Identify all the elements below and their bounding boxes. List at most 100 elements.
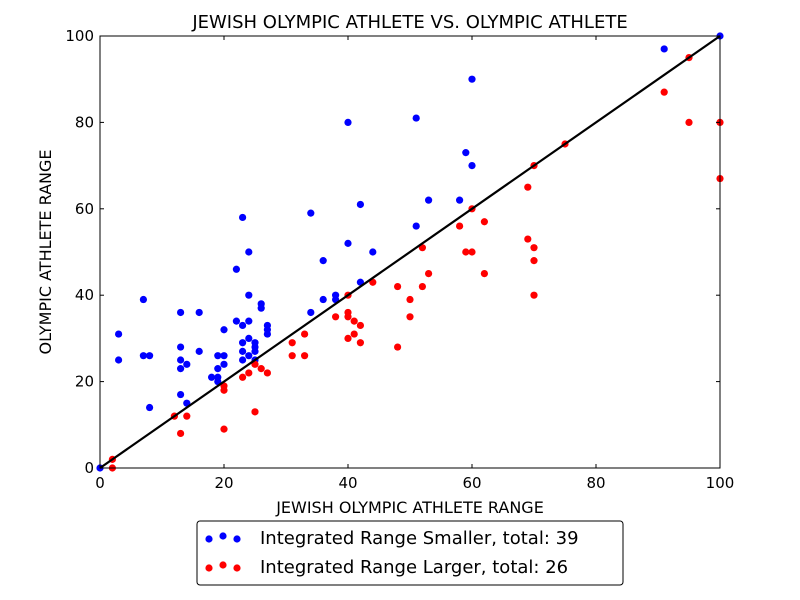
- y-tick-label: 60: [75, 200, 94, 218]
- data-points: [96, 32, 724, 472]
- axis-ticks: 0 20 40 60 80 100 0 20 40 60 80 100: [65, 27, 734, 492]
- data-point: [177, 390, 185, 399]
- y-tick-label: 20: [75, 373, 94, 391]
- data-point: [239, 339, 247, 347]
- x-tick-label: 20: [214, 474, 233, 492]
- data-point: [115, 330, 123, 338]
- data-point: [418, 282, 426, 291]
- data-point: [214, 352, 222, 360]
- identity-line: [99, 35, 721, 469]
- data-point: [220, 425, 228, 433]
- data-point: [344, 118, 352, 126]
- legend-marker: [205, 564, 213, 572]
- legend-frame: [196, 520, 624, 586]
- data-point: [524, 183, 532, 191]
- data-point: [195, 347, 203, 355]
- data-point: [456, 222, 464, 230]
- data-point: [251, 408, 259, 416]
- x-axis-label: JEWISH OLYMPIC ATHLETE RANGE: [275, 498, 544, 517]
- legend-label: Integrated Range Smaller, total: 39: [260, 528, 579, 549]
- data-point: [356, 200, 364, 209]
- data-point: [239, 213, 247, 222]
- legend-label: Integrated Range Larger, total: 26: [260, 557, 568, 578]
- data-point: [239, 321, 247, 330]
- y-tick-label: 100: [65, 27, 94, 45]
- legend-marker: [219, 532, 227, 540]
- data-point: [263, 330, 271, 338]
- data-point: [115, 356, 123, 364]
- data-point: [319, 257, 327, 265]
- data-point: [177, 356, 185, 364]
- reference-line-layer: [99, 35, 721, 469]
- data-point: [480, 270, 488, 278]
- data-point: [350, 317, 358, 325]
- data-point: [332, 313, 340, 321]
- data-point: [220, 360, 228, 368]
- data-point: [257, 304, 265, 312]
- data-point: [307, 308, 315, 317]
- data-point: [245, 291, 253, 299]
- data-point: [177, 308, 185, 317]
- data-point: [480, 218, 488, 226]
- data-point: [139, 295, 147, 304]
- data-point: [319, 295, 327, 304]
- data-point: [468, 75, 476, 83]
- y-axis-label: OLYMPIC ATHLETE RANGE: [36, 150, 55, 355]
- x-tick-label: 100: [706, 474, 735, 492]
- data-point: [220, 326, 228, 334]
- plot-area-frame: [99, 35, 721, 469]
- data-point: [412, 222, 420, 230]
- y-tick-label: 40: [75, 286, 94, 304]
- data-point: [245, 317, 253, 325]
- data-point: [245, 369, 253, 377]
- data-point: [462, 149, 470, 157]
- x-tick-label: 60: [462, 474, 481, 492]
- data-point: [239, 356, 247, 364]
- data-point: [307, 209, 315, 217]
- data-point: [356, 321, 364, 330]
- data-point: [183, 412, 191, 420]
- data-point: [208, 373, 216, 381]
- x-tick-label: 40: [338, 474, 357, 492]
- data-point: [245, 334, 253, 342]
- data-point: [183, 360, 191, 368]
- x-tick-label: 80: [586, 474, 605, 492]
- legend-marker: [233, 535, 241, 543]
- y-tick-label: 0: [84, 459, 94, 477]
- data-point: [394, 343, 402, 351]
- data-point: [239, 373, 247, 381]
- legend-marker: [233, 564, 241, 572]
- data-point: [425, 270, 433, 278]
- data-point: [177, 343, 185, 351]
- data-point: [394, 282, 402, 291]
- legend-item: Integrated Range Smaller, total: 39: [205, 528, 579, 549]
- legend: Integrated Range Smaller, total: 39 Integ…: [196, 520, 624, 586]
- legend-marker: [219, 561, 227, 569]
- data-point: [251, 347, 259, 355]
- data-point: [263, 369, 271, 377]
- data-point: [177, 365, 185, 373]
- data-point: [146, 352, 154, 360]
- data-point: [456, 196, 464, 204]
- data-point: [406, 295, 414, 304]
- data-point: [301, 330, 309, 338]
- data-point: [530, 257, 538, 265]
- data-point: [530, 291, 538, 299]
- data-point: [220, 352, 228, 360]
- data-point: [660, 88, 668, 96]
- x-tick-label: 0: [95, 474, 105, 492]
- data-point: [214, 365, 222, 373]
- data-point: [660, 45, 668, 53]
- data-point: [232, 317, 240, 325]
- data-point: [468, 248, 476, 256]
- data-point: [257, 365, 265, 373]
- data-point: [406, 313, 414, 321]
- data-point: [685, 118, 693, 126]
- chart-title: JEWISH OLYMPIC ATHLETE VS. OLYMPIC ATHLE…: [191, 12, 627, 33]
- data-point: [139, 352, 147, 360]
- legend-marker: [205, 535, 213, 543]
- data-point: [301, 352, 309, 360]
- data-point: [524, 235, 532, 243]
- data-point: [195, 308, 203, 317]
